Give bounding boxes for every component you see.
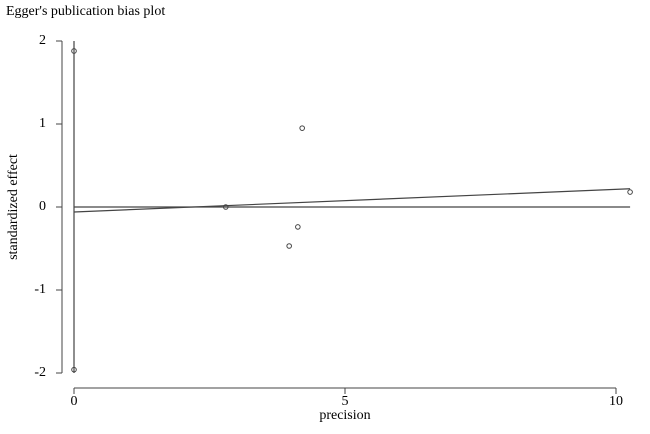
regression-line [73, 188, 631, 213]
x-axis-label: precision [319, 408, 370, 423]
point [295, 224, 301, 230]
y-tick-label: 0 [39, 199, 46, 214]
y-tick-label: -1 [34, 282, 46, 297]
x-tick-label: 10 [609, 394, 623, 409]
point [299, 125, 305, 131]
y-axis-label: standardized effect [6, 154, 21, 260]
x-tick-label: 0 [71, 394, 78, 409]
point [627, 189, 633, 195]
y-tick-label: 1 [39, 116, 46, 131]
x-tick-label: 5 [342, 394, 349, 409]
point [222, 204, 229, 210]
point [71, 48, 77, 54]
point [286, 243, 292, 249]
chart-title: Egger's publication bias plot [6, 4, 165, 19]
y-tick-label: 2 [39, 33, 46, 48]
y-tick-label: -2 [34, 365, 46, 380]
point [71, 366, 77, 373]
